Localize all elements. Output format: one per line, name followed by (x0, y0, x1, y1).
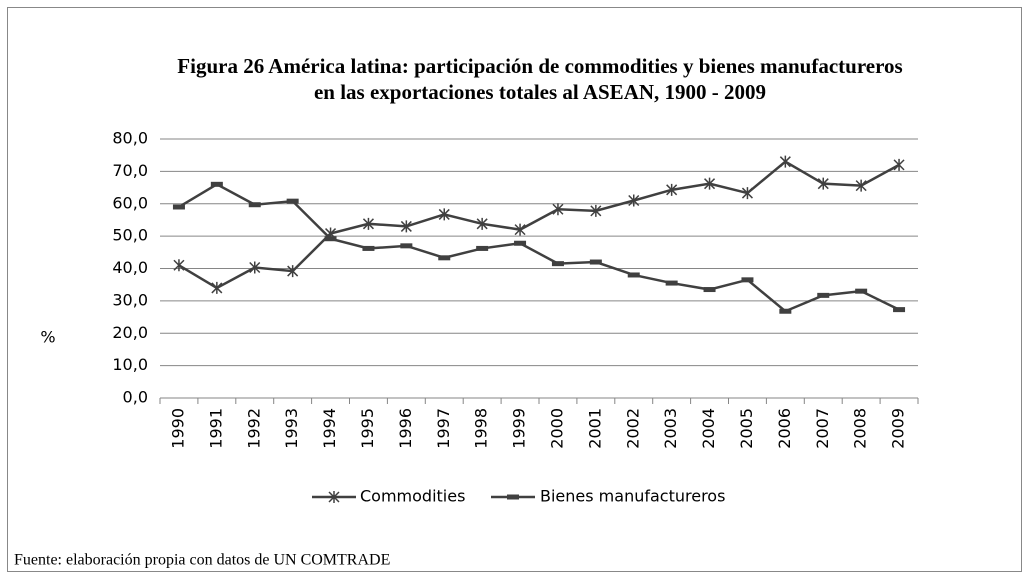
point-marker (627, 272, 640, 278)
x-tick-label: 2007 (813, 408, 832, 449)
y-tick-label: 50,0 (112, 226, 148, 245)
y-tick-label: 10,0 (112, 355, 148, 374)
y-tick-label: 20,0 (112, 323, 148, 342)
x-tick-label: 2003 (661, 408, 680, 449)
x-tick-label: 1997 (434, 408, 453, 449)
point-marker (741, 187, 753, 200)
point-marker (328, 491, 340, 503)
point-marker (438, 255, 451, 261)
x-tick-label: 2002 (623, 408, 642, 449)
point-marker (779, 155, 791, 168)
x-tick-label: 2004 (699, 408, 718, 449)
legend-label: Commodities (360, 487, 465, 506)
x-tick-label: 2006 (775, 408, 794, 449)
point-marker (248, 202, 261, 208)
x-tick-label: 1990 (168, 408, 187, 449)
point-marker (514, 240, 527, 246)
point-marker (400, 243, 413, 249)
x-tick-label: 2005 (737, 408, 756, 449)
point-marker (173, 259, 185, 272)
point-marker (438, 208, 450, 221)
x-tick-label: 1991 (206, 408, 225, 449)
point-marker (400, 220, 412, 233)
point-marker (287, 265, 299, 278)
point-marker (665, 280, 678, 286)
y-tick-label: 30,0 (112, 290, 148, 309)
x-tick-label: 2000 (547, 408, 566, 449)
point-marker (286, 198, 299, 204)
x-tick-label: 1996 (396, 408, 415, 449)
x-tick-label: 1992 (244, 408, 263, 449)
x-tick-label: 1998 (472, 408, 491, 449)
point-marker (817, 177, 829, 190)
y-axis-label: % (40, 328, 55, 347)
x-tick-label: 2001 (585, 408, 604, 449)
x-tick-label: 1999 (510, 408, 529, 449)
point-marker (507, 494, 519, 500)
point-marker (362, 245, 375, 251)
point-marker (779, 308, 792, 314)
point-marker (628, 194, 640, 207)
point-marker (666, 183, 678, 196)
legend-label: Bienes manufactureros (540, 487, 725, 506)
y-tick-label: 80,0 (112, 129, 148, 148)
x-tick-label: 1995 (358, 408, 377, 449)
y-tick-label: 40,0 (112, 258, 148, 277)
point-marker (324, 236, 337, 242)
chart-title: Figura 26 América latina: participación … (177, 54, 902, 78)
x-tick-label: 2008 (851, 408, 870, 449)
point-marker (551, 261, 564, 267)
x-tick-label: 1994 (320, 408, 339, 449)
y-tick-label: 70,0 (112, 161, 148, 180)
point-marker (552, 203, 564, 216)
point-marker (249, 261, 261, 274)
point-marker (741, 277, 754, 283)
point-marker (704, 177, 716, 190)
point-marker (476, 245, 489, 251)
point-marker (476, 217, 488, 230)
point-marker (817, 292, 830, 298)
point-marker (893, 158, 905, 171)
point-marker (589, 259, 602, 265)
point-marker (893, 307, 906, 313)
x-tick-label: 2009 (889, 408, 908, 449)
source-note: Fuente: elaboración propia con datos de … (14, 552, 390, 569)
point-marker (211, 281, 223, 294)
series-line (178, 182, 900, 313)
point-marker (362, 217, 374, 230)
point-marker (514, 223, 526, 236)
point-marker (172, 204, 185, 210)
x-tick-label: 1993 (282, 408, 301, 449)
point-marker (855, 179, 867, 192)
chart-title: en las exportaciones totales al ASEAN, 1… (314, 80, 766, 104)
point-marker (703, 287, 716, 293)
y-tick-label: 0,0 (123, 388, 148, 407)
point-marker (590, 204, 602, 217)
point-marker (210, 181, 223, 187)
chart-frame (7, 7, 1022, 572)
point-marker (855, 288, 868, 294)
series-line (178, 160, 900, 290)
y-tick-label: 60,0 (112, 193, 148, 212)
